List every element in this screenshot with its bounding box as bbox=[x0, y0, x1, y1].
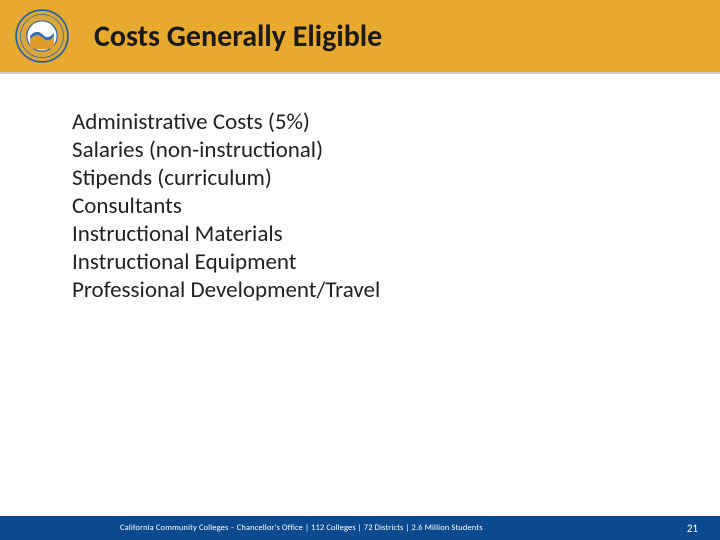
footer-band: California Community Colleges – Chancell… bbox=[0, 516, 720, 540]
body-line: Consultants bbox=[72, 192, 660, 220]
body-line: Stipends (curriculum) bbox=[72, 164, 660, 192]
body-line: Professional Development/Travel bbox=[72, 276, 660, 304]
body-line: Salaries (non-instructional) bbox=[72, 136, 660, 164]
slide-title: Costs Generally Eligible bbox=[94, 18, 382, 55]
body-area: Administrative Costs (5%) Salaries (non-… bbox=[0, 74, 720, 516]
logo bbox=[14, 8, 70, 64]
body-line: Instructional Equipment bbox=[72, 248, 660, 276]
slide: Costs Generally Eligible Administrative … bbox=[0, 0, 720, 540]
footer-text: California Community Colleges – Chancell… bbox=[120, 523, 483, 533]
page-number: 21 bbox=[687, 522, 698, 535]
body-line: Administrative Costs (5%) bbox=[72, 108, 660, 136]
ccc-seal-icon bbox=[15, 9, 69, 63]
header-band: Costs Generally Eligible bbox=[0, 0, 720, 72]
body-line: Instructional Materials bbox=[72, 220, 660, 248]
